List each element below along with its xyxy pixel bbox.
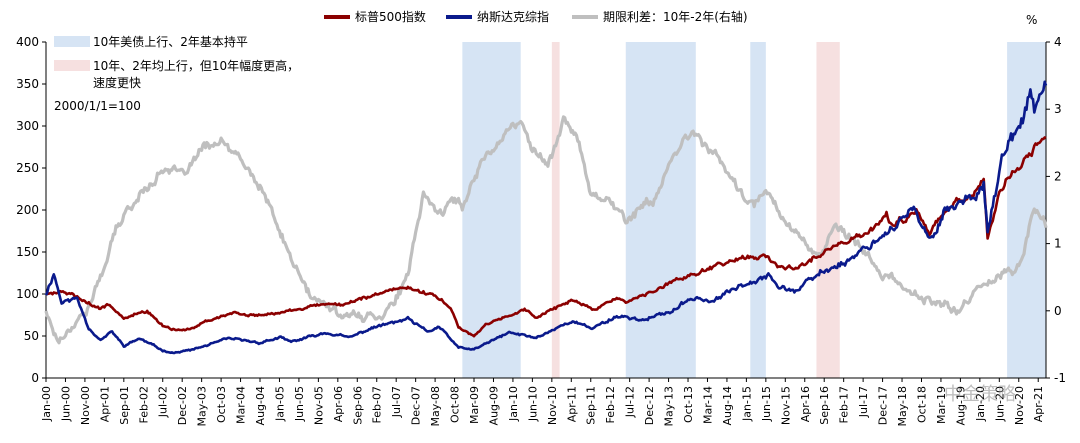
x-tick-label: Oct-18: [915, 386, 928, 423]
shaded-period-1: [551, 42, 560, 378]
legend-label-1: 纳斯达克综指: [477, 9, 549, 24]
x-tick-label: Aug-09: [487, 386, 500, 425]
x-tick-label: Jun-20: [993, 386, 1006, 422]
x-tick-label: Aug-04: [254, 386, 267, 425]
right-tick-label: 2: [1054, 169, 1062, 183]
shaded-periods: [462, 42, 1046, 378]
x-tick-label: Jul-02: [157, 386, 170, 418]
x-tick-label: May-18: [896, 386, 909, 427]
left-tick-label: 400: [16, 35, 39, 49]
x-tick-label: May-08: [429, 386, 442, 427]
x-tick-label: Jan-00: [40, 386, 53, 422]
right-tick-label: 4: [1054, 35, 1062, 49]
x-tick-label: Nov-20: [1013, 386, 1026, 425]
nasdaq-line: [44, 80, 1048, 355]
x-tick-label: Apr-06: [332, 386, 345, 422]
x-tick-label: Aug-19: [954, 386, 967, 425]
right-tick-label: -1: [1054, 371, 1066, 385]
annotation-base-note: 2000/1/1=100: [54, 99, 141, 113]
x-tick-label: Nov-00: [79, 386, 92, 425]
annotations: 10年美债上行、2年基本持平 10年、2年均上行，但10年幅度更高， 速度更快 200…: [54, 34, 299, 113]
x-tick-label: Sep-01: [118, 386, 131, 425]
left-tick-label: 100: [16, 287, 39, 301]
x-tick-label: May-13: [663, 386, 676, 427]
right-tick-label: 3: [1054, 102, 1062, 116]
x-tick-label: Apr-11: [565, 386, 578, 422]
x-tick-label: Jun-15: [760, 386, 773, 422]
series-lines: [44, 80, 1048, 355]
x-tick-label: Aug-14: [721, 386, 734, 425]
x-tick-label: Apr-16: [799, 386, 812, 422]
left-tick-label: 250: [16, 161, 39, 175]
x-tick-label: Oct-13: [682, 386, 695, 423]
annotation-swatch-blue: [54, 36, 90, 47]
axes: 0 50 100 150 200 250 300 350 400 -1 0 1 2 3 4 Jan-00 Jun…: [16, 35, 1066, 427]
x-tick-label: Sep-16: [818, 386, 831, 425]
watermark: 中金策略: [944, 384, 1016, 405]
x-tick-label: Feb-07: [371, 386, 384, 423]
x-tick-label: Jun-00: [59, 386, 72, 422]
left-tick-label: 300: [16, 119, 39, 133]
annotation-text-pink: 10年、2年均上行，但10年幅度更高，: [93, 58, 299, 73]
legend: 标普500指数 纳斯达克综指 期限利差：10年-2年(右轴): [324, 9, 748, 24]
x-tick-label: Mar-14: [701, 386, 714, 424]
shaded-period-0: [462, 42, 521, 378]
x-tick-label: Jun-05: [293, 386, 306, 422]
x-tick-label: May-03: [196, 386, 209, 427]
x-tick-label: Oct-03: [215, 386, 228, 423]
x-tick-label: Dec-17: [877, 386, 890, 425]
x-tick-label: Jan-05: [273, 386, 286, 422]
x-tick-label: Dec-12: [643, 386, 656, 425]
x-tick-label: Feb-12: [604, 386, 617, 423]
legend-label-0: 标普500指数: [355, 9, 426, 24]
left-tick-label: 350: [16, 77, 39, 91]
x-tick-label: Apr-21: [1032, 386, 1045, 422]
x-tick-label: Nov-10: [546, 386, 559, 425]
left-tick-label: 150: [16, 245, 39, 259]
x-tick-label: Apr-01: [98, 386, 111, 422]
x-tick-label: Dec-07: [410, 386, 423, 425]
shaded-period-4: [816, 42, 840, 378]
left-tick-label: 50: [24, 329, 39, 343]
x-tick-label: Jul-07: [390, 386, 403, 418]
x-tick-label: Feb-17: [838, 386, 851, 423]
x-tick-label: Jul-17: [857, 386, 870, 418]
x-tick-label: Oct-08: [449, 386, 462, 423]
left-tick-label: 0: [31, 371, 39, 385]
x-tick-label: Dec-02: [176, 386, 189, 425]
x-tick-label: Jan-15: [740, 386, 753, 422]
x-tick-label: Mar-04: [235, 386, 248, 424]
right-tick-label: 1: [1054, 237, 1062, 251]
shaded-period-5: [1007, 42, 1046, 378]
x-tick-label: Jan-10: [507, 386, 520, 422]
left-tick-label: 200: [16, 203, 39, 217]
x-tick-label: Jun-10: [526, 386, 539, 422]
x-tick-label: Sep-06: [351, 386, 364, 425]
right-tick-label: 0: [1054, 304, 1062, 318]
legend-label-2: 期限利差：10年-2年(右轴): [603, 9, 748, 24]
annotation-swatch-pink: [54, 60, 90, 71]
x-tick-label: Jul-12: [624, 386, 637, 418]
annotation-text-pink-line2: 速度更快: [93, 75, 141, 90]
x-tick-label: Mar-09: [468, 386, 481, 424]
x-tick-label: Mar-19: [935, 386, 948, 424]
right-axis-unit: %: [1026, 13, 1037, 27]
x-tick-label: Jan-20: [974, 386, 987, 422]
annotation-text-blue: 10年美债上行、2年基本持平: [93, 34, 248, 49]
x-tick-label: Nov-05: [312, 386, 325, 425]
x-tick-label: Sep-11: [585, 386, 598, 425]
sp500-line: [45, 136, 1047, 338]
x-tick-label: Nov-15: [779, 386, 792, 425]
x-tick-label: Feb-02: [137, 386, 150, 423]
spread-line: [44, 115, 1048, 345]
shaded-period-3: [750, 42, 766, 378]
